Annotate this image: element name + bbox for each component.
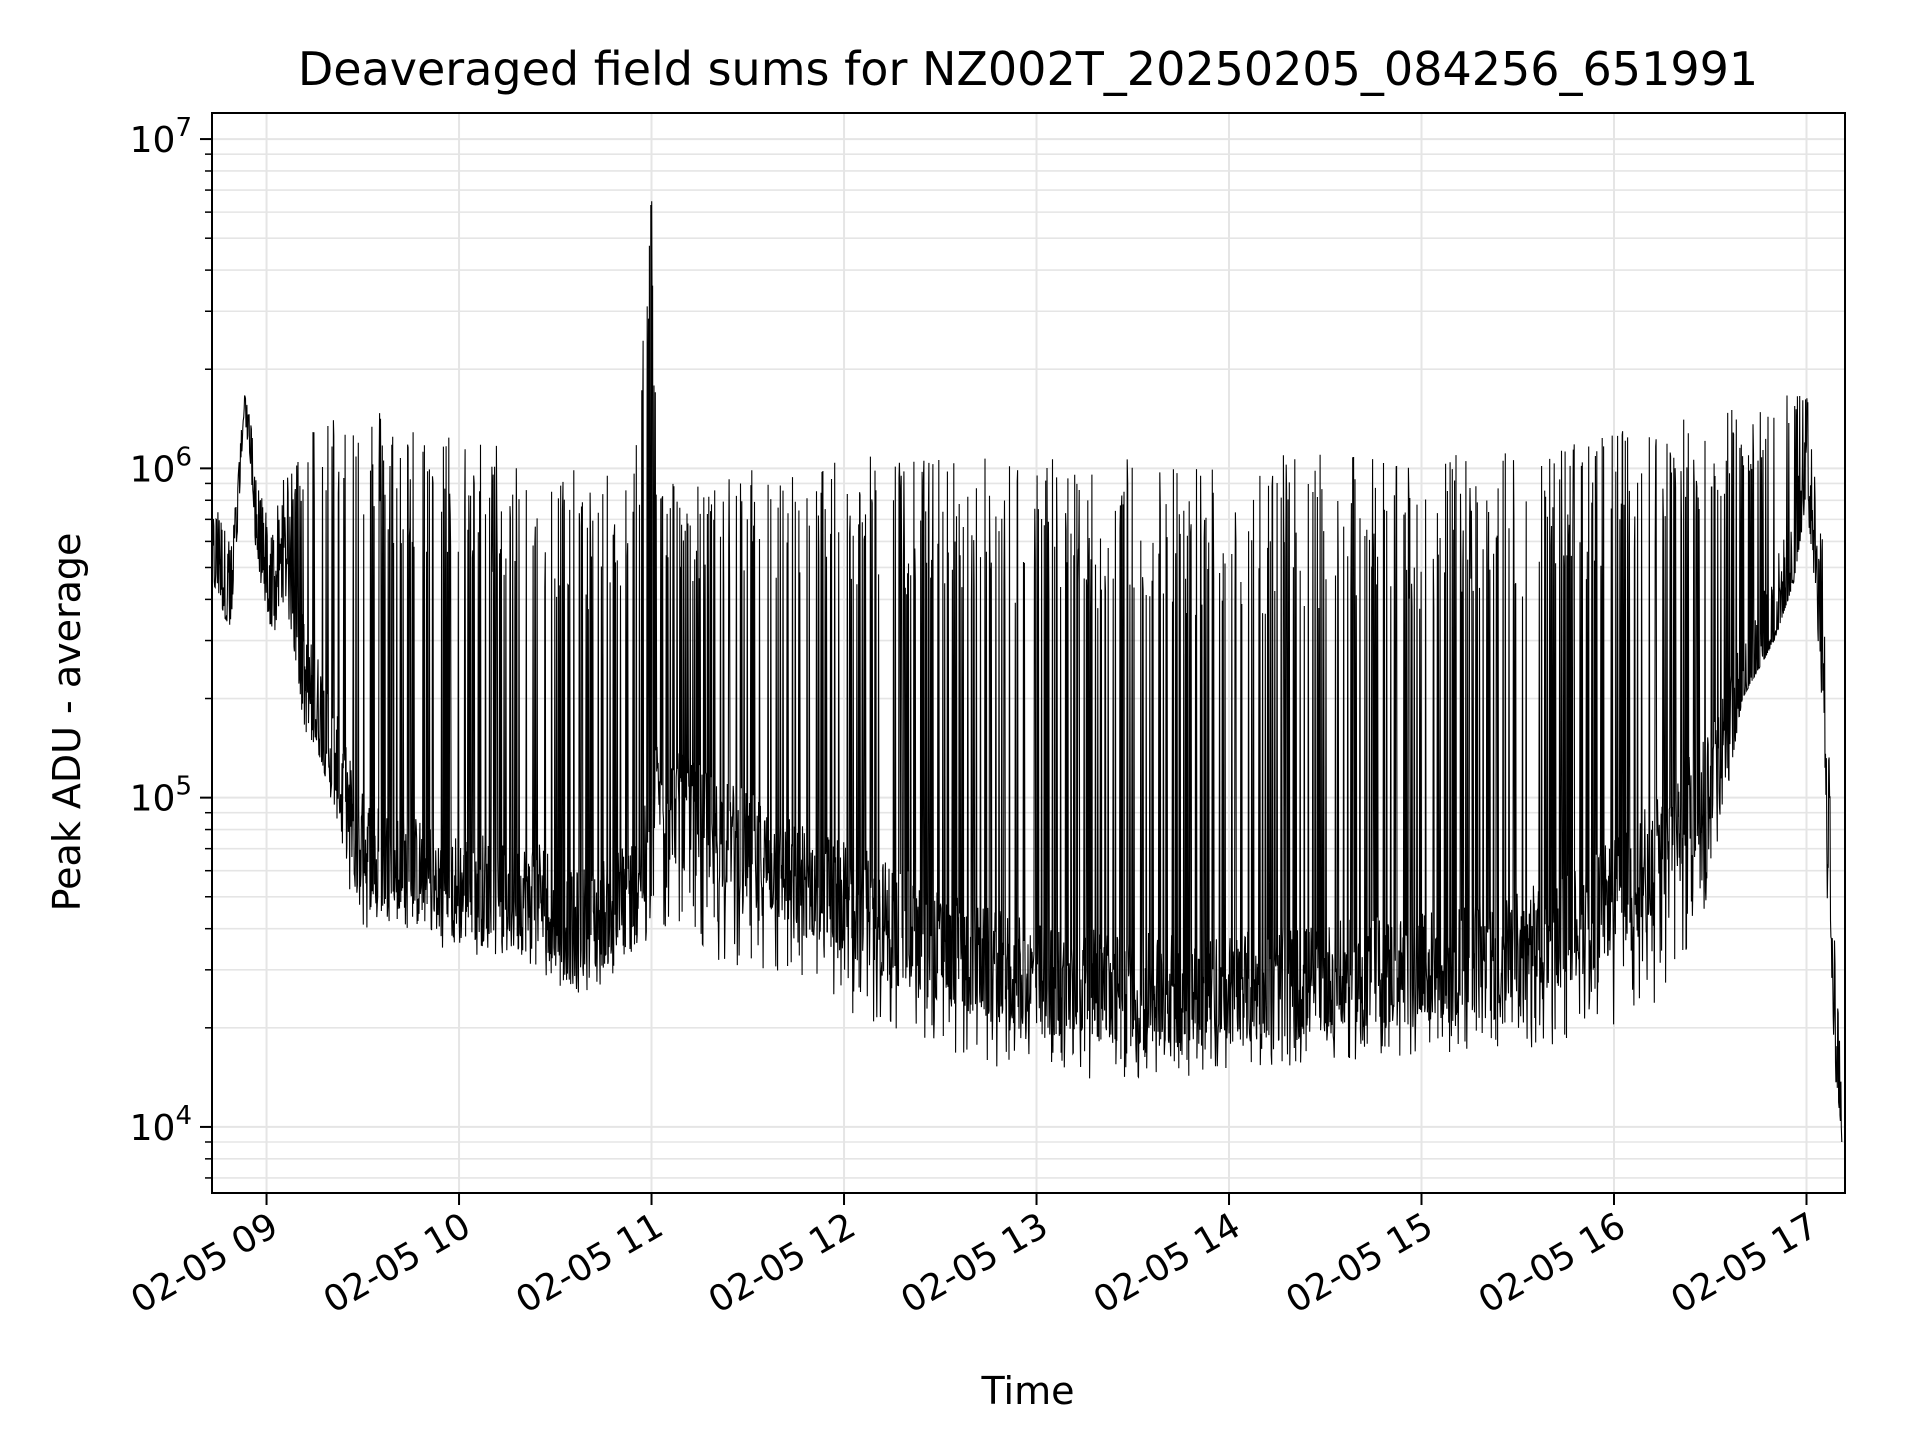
x-tick-label: 02-05 13 bbox=[894, 1205, 1055, 1321]
plot-frame bbox=[211, 112, 1846, 1194]
x-tick-label: 02-05 16 bbox=[1472, 1205, 1633, 1321]
x-tick-label: 02-05 09 bbox=[124, 1205, 285, 1321]
x-axis: 02-05 09 02-05 10 02-05 11 02-05 12 02-05 13… bbox=[124, 1193, 1825, 1322]
x-tick-label: 02-05 14 bbox=[1087, 1205, 1248, 1321]
x-tick-label: 02-05 11 bbox=[509, 1205, 670, 1321]
y-tick-label: 106 bbox=[130, 442, 192, 490]
y-tick-label: 105 bbox=[130, 772, 192, 820]
plot-area bbox=[212, 201, 1843, 1143]
y-axis-label: Peak ADU - average bbox=[45, 533, 89, 912]
x-tick-label: 02-05 17 bbox=[1664, 1205, 1825, 1321]
x-tick-label: 02-05 12 bbox=[702, 1205, 863, 1321]
x-tick-label: 02-05 10 bbox=[317, 1205, 478, 1321]
y-tick-label: 107 bbox=[130, 113, 192, 161]
y-tick-label: 104 bbox=[130, 1101, 192, 1149]
data-series-line bbox=[212, 201, 1843, 1143]
chart-title: Deaveraged field sums for NZ002T_2025020… bbox=[298, 42, 1758, 96]
x-axis-label: Time bbox=[981, 1369, 1075, 1413]
y-axis: 104 105 106 107 bbox=[130, 113, 212, 1179]
x-tick-label: 02-05 15 bbox=[1279, 1205, 1440, 1321]
